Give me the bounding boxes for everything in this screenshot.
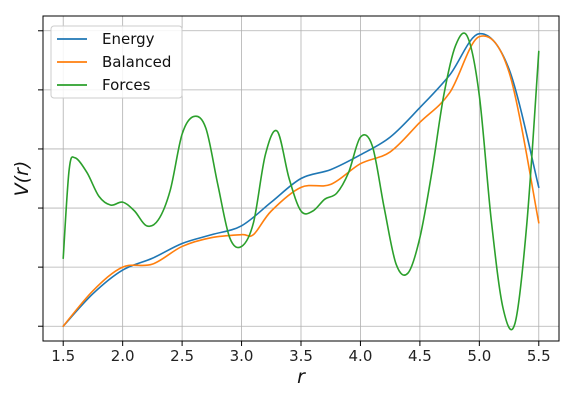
x-tick-label: 5.0 [467, 347, 491, 365]
legend-label-energy: Energy [102, 30, 155, 48]
series-line-energy [62, 32, 540, 328]
x-tick-label: 1.5 [51, 347, 75, 365]
legend: Energy Balanced Forces [50, 25, 183, 99]
x-tick-label: 3.5 [289, 347, 313, 365]
legend-box [50, 25, 183, 99]
x-tick-label: 3.0 [230, 347, 254, 365]
legend-label-forces: Forces [102, 76, 151, 94]
x-axis-ticks: 1.5 2.0 2.5 3.0 3.5 4.0 4.5 5.0 5.5 [38, 30, 551, 365]
x-axis-label: r [297, 366, 306, 388]
x-tick-label: 2.5 [170, 347, 194, 365]
series-line-forces [62, 32, 540, 331]
series-lines [62, 32, 540, 331]
legend-label-balanced: Balanced [102, 53, 171, 71]
x-tick-label: 2.0 [111, 347, 135, 365]
y-axis-label: V(r) [11, 161, 33, 197]
series-line-balanced [62, 35, 540, 328]
x-tick-label: 4.0 [349, 347, 373, 365]
x-tick-label: 4.5 [408, 347, 432, 365]
x-tick-label: 5.5 [527, 347, 551, 365]
